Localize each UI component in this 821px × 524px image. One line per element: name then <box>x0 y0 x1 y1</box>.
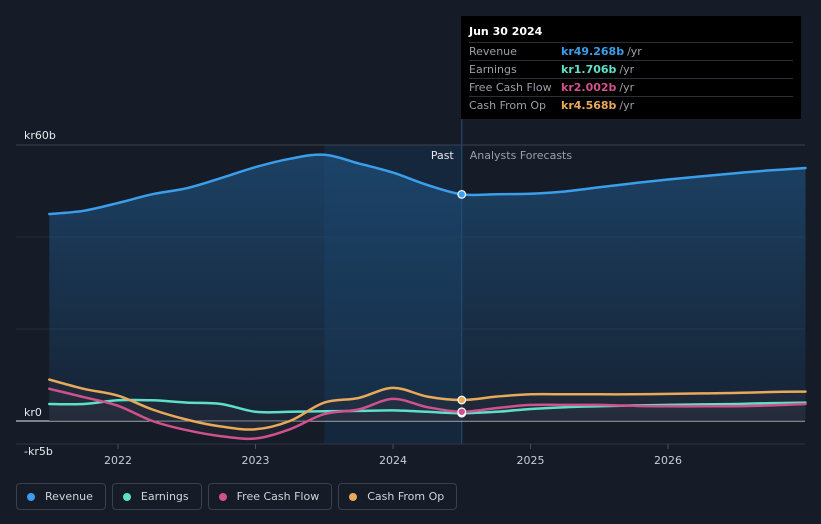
tooltip-revenue-value: kr49.268b <box>561 45 625 58</box>
marker-revenue <box>457 189 467 199</box>
y-tick-label: kr0 <box>24 406 42 419</box>
tooltip-earnings-value: kr1.706b <box>561 63 617 76</box>
x-tick-label: 2026 <box>654 454 682 467</box>
series-line-cash-from-op <box>48 378 807 431</box>
area-cash-from-op <box>49 379 806 430</box>
legend-label: Revenue <box>45 490 93 503</box>
tooltip-row-earnings: Earnings kr1.706b /yr <box>469 60 793 78</box>
forecast-label: Analysts Forecasts <box>470 149 573 162</box>
legend-item-earnings[interactable]: Earnings <box>111 483 202 510</box>
tooltip-date: Jun 30 2024 <box>469 25 543 38</box>
legend-dot-icon <box>218 492 227 501</box>
area-free-cash-flow <box>49 388 806 439</box>
tooltip-unit: /yr <box>619 81 635 94</box>
legend-label: Free Cash Flow <box>236 490 320 503</box>
tooltip-unit: /yr <box>619 99 635 112</box>
past-label: Past <box>431 149 455 162</box>
tooltip: Jun 30 2024 Revenue kr49.268b /yr Earnin… <box>461 16 801 119</box>
tooltip-row-cfo: Cash From Op kr4.568b /yr <box>469 96 793 114</box>
tooltip-row-revenue: Revenue kr49.268b /yr <box>469 42 793 60</box>
area-earnings <box>49 399 806 421</box>
x-tick-label: 2025 <box>517 454 545 467</box>
x-tick-label: 2024 <box>379 454 407 467</box>
tooltip-fcf-value: kr2.002b <box>561 81 617 94</box>
tooltip-cfo-label: Cash From Op <box>469 99 547 112</box>
legend-label: Cash From Op <box>367 490 445 503</box>
tooltip-unit: /yr <box>627 45 642 58</box>
tooltip-fcf-label: Free Cash Flow <box>469 81 552 94</box>
tooltip-row-fcf: Free Cash Flow kr2.002b /yr <box>469 78 793 96</box>
series-line-revenue <box>48 153 807 216</box>
marker-cash-from-op <box>457 395 467 405</box>
tooltip-unit: /yr <box>619 63 635 76</box>
x-tick-label: 2022 <box>104 454 132 467</box>
legend-label: Earnings <box>140 490 189 503</box>
legend: Revenue Earnings Free Cash Flow Cash Fro… <box>16 483 458 510</box>
y-tick-label: kr60b <box>24 129 56 142</box>
legend-dot-icon <box>122 492 131 501</box>
x-tick-label: 2023 <box>242 454 270 467</box>
legend-item-cash-from-op[interactable]: Cash From Op <box>338 483 458 510</box>
legend-dot-icon <box>27 492 35 501</box>
legend-item-revenue[interactable]: Revenue <box>16 483 106 510</box>
legend-item-free-cash-flow[interactable]: Free Cash Flow <box>207 483 333 510</box>
tooltip-earnings-label: Earnings <box>469 63 517 76</box>
area-revenue <box>49 154 806 421</box>
legend-dot-icon <box>349 492 358 501</box>
marker-free-cash-flow <box>457 407 467 417</box>
tooltip-cfo-value: kr4.568b <box>561 99 617 112</box>
y-tick-label: -kr5b <box>24 445 53 458</box>
series-line-earnings <box>48 398 807 415</box>
series-line-free-cash-flow <box>48 387 807 441</box>
tooltip-revenue-label: Revenue <box>469 45 517 58</box>
